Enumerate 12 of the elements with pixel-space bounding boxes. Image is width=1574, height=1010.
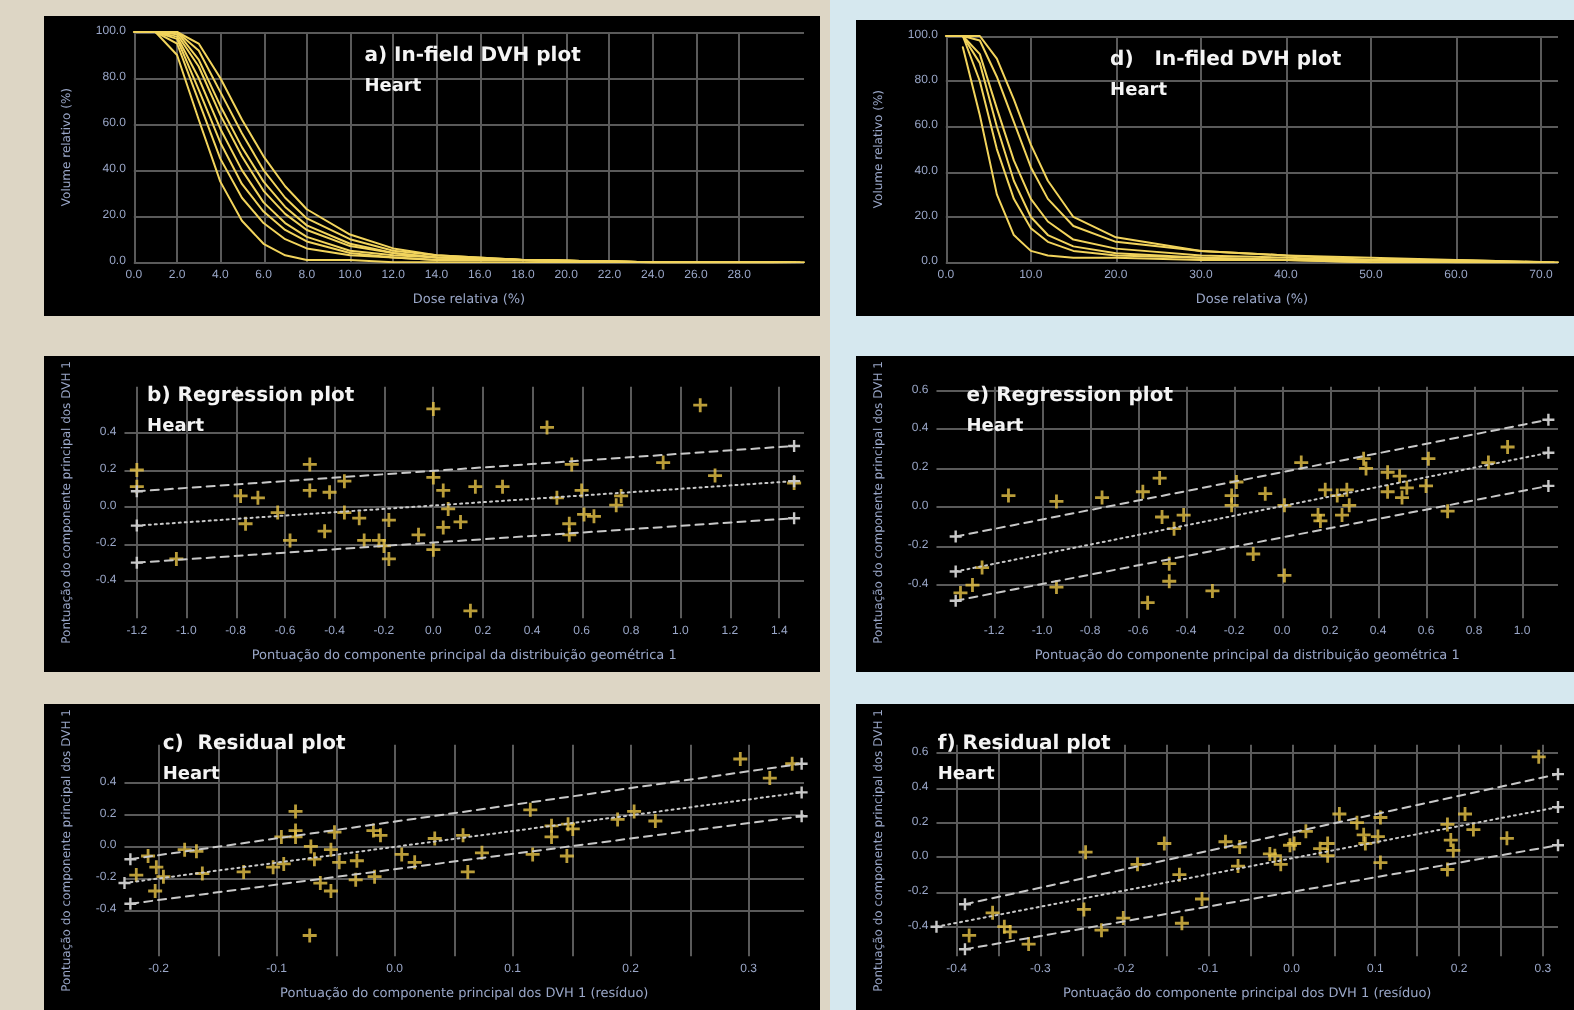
chart-title: e) Regression plot xyxy=(966,385,1174,407)
text: Heart xyxy=(162,765,221,785)
text: Heart xyxy=(147,417,206,437)
text: Heart xyxy=(364,77,423,97)
text: Heart xyxy=(937,765,997,785)
text: Heart xyxy=(1110,81,1169,101)
text: a) In-field DVH plot xyxy=(364,45,582,67)
chart-title: b) Regression plot xyxy=(147,385,355,407)
chart-title: f) Residual plot xyxy=(937,733,1112,755)
text: Heart xyxy=(966,417,1025,437)
chart-title: c) Residual plot xyxy=(162,733,347,755)
text: d) In-filed DVH plot xyxy=(1110,49,1342,71)
